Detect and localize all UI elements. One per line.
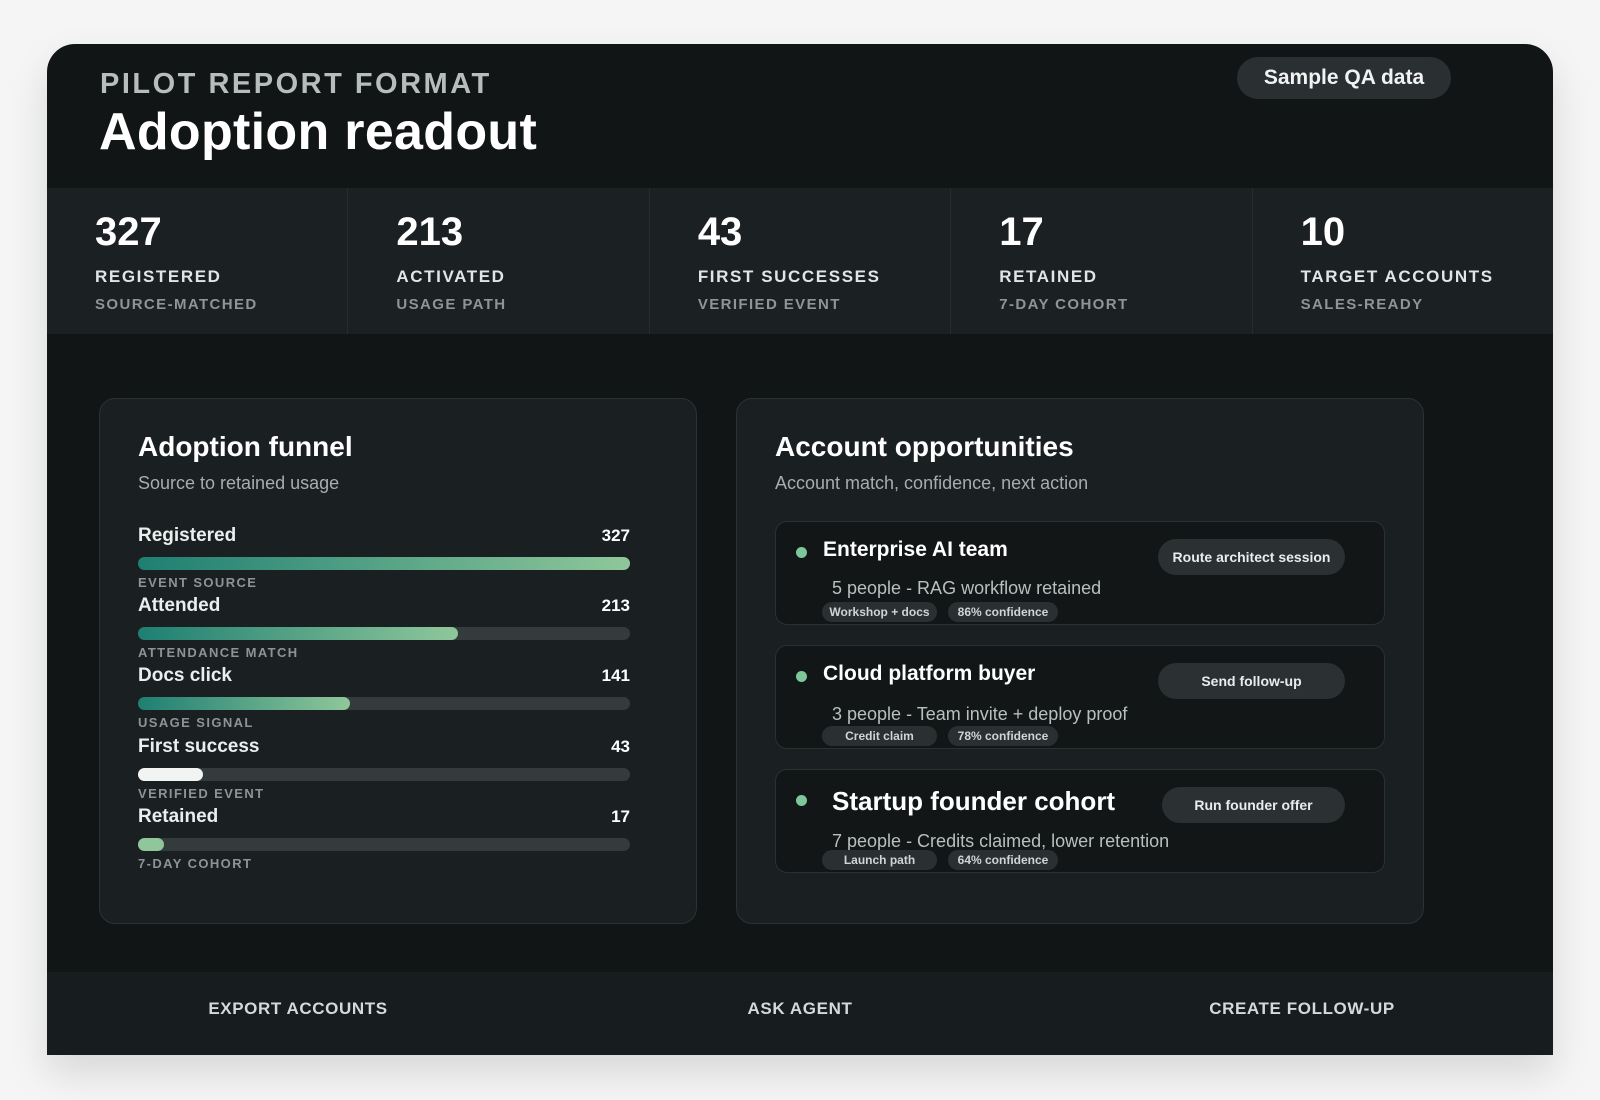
report-header: PILOT REPORT FORMAT Adoption readout Sam… (47, 44, 1553, 188)
stage-value: 17 (611, 807, 630, 826)
metric-sublabel: SOURCE-MATCHED (95, 296, 258, 313)
funnel-title: Adoption funnel (138, 431, 353, 462)
funnel-stage-docs-click: Docs click 141 USAGE SIGNAL (138, 665, 630, 730)
export-accounts-button[interactable]: EXPORT ACCOUNTS (208, 998, 388, 1018)
stage-note: VERIFIED EVENT (138, 786, 265, 801)
funnel-stage-attended: Attended 213 ATTENDANCE MATCH (138, 595, 630, 660)
metric-sublabel: USAGE PATH (396, 296, 507, 313)
stage-value: 327 (601, 526, 630, 545)
stage-name: Docs click (138, 665, 232, 686)
account-tag: Launch path (822, 850, 937, 870)
account-name: Cloud platform buyer (823, 662, 1036, 685)
stage-bar-fill (138, 627, 459, 640)
footer-action-bar: EXPORT ACCOUNTS ASK AGENT CREATE FOLLOW-… (47, 972, 1553, 1055)
stage-track (138, 768, 630, 781)
stage-note: ATTENDANCE MATCH (138, 645, 299, 660)
funnel-subtitle: Source to retained usage (138, 473, 340, 493)
account-description: 7 people - Credits claimed, lower retent… (832, 831, 1170, 851)
metric-first-successes: 43 FIRST SUCCESSES VERIFIED EVENT (650, 188, 952, 334)
stage-bar-fill (138, 838, 164, 851)
metric-label: REGISTERED (95, 267, 222, 286)
confidence-tag: 78% confidence (948, 726, 1058, 746)
ask-agent-button[interactable]: ASK AGENT (747, 998, 853, 1018)
account-description: 5 people - RAG workflow retained (832, 578, 1102, 598)
accounts-subtitle: Account match, confidence, next action (775, 473, 1089, 493)
metric-value: 10 (1300, 210, 1346, 254)
account-description: 3 people - Team invite + deploy proof (832, 704, 1128, 724)
stage-value: 141 (601, 666, 630, 685)
account-opportunities-card: Account opportunities Account match, con… (736, 398, 1424, 924)
stage-track (138, 697, 630, 710)
stage-value: 43 (611, 737, 630, 756)
accounts-title: Account opportunities (775, 431, 1074, 462)
metric-sublabel: VERIFIED EVENT (697, 296, 841, 313)
metrics-strip: 327 REGISTERED SOURCE-MATCHED 213 ACTIVA… (47, 188, 1553, 334)
account-name: Startup founder cohort (832, 786, 1116, 816)
metric-retained: 17 RETAINED 7-DAY COHORT (951, 188, 1253, 334)
metric-value: 327 (95, 210, 162, 254)
metric-label: FIRST SUCCESSES (697, 267, 881, 286)
stage-name: Retained (138, 806, 219, 827)
metric-value: 43 (697, 210, 743, 254)
metric-target-accounts: 10 TARGET ACCOUNTS SALES-READY (1253, 188, 1553, 334)
stage-note: USAGE SIGNAL (138, 715, 254, 730)
adoption-funnel-card: Adoption funnel Source to retained usage… (99, 398, 697, 924)
metric-label: TARGET ACCOUNTS (1300, 267, 1494, 286)
metric-registered: 327 REGISTERED SOURCE-MATCHED (47, 188, 349, 334)
metric-label: RETAINED (999, 267, 1098, 286)
create-follow-up-button[interactable]: CREATE FOLLOW-UP (1209, 998, 1395, 1018)
stage-name: Registered (138, 525, 237, 546)
funnel-stage-first-success: First success 43 VERIFIED EVENT (138, 736, 630, 801)
metric-sublabel: SALES-READY (1300, 296, 1424, 313)
stage-value: 213 (601, 596, 630, 615)
account-name: Enterprise AI team (823, 538, 1008, 561)
account-row-cloud-platform-buyer[interactable]: Cloud platform buyer 3 people - Team inv… (775, 645, 1385, 749)
stage-note: EVENT SOURCE (138, 575, 258, 590)
status-dot-icon (796, 795, 807, 806)
account-tag: Workshop + docs (822, 602, 937, 622)
run-founder-offer-button[interactable]: Run founder offer (1162, 787, 1345, 823)
metric-value: 17 (999, 210, 1044, 254)
stage-bar-fill (138, 697, 351, 710)
page-title: Adoption readout (99, 103, 538, 161)
funnel-stage-retained: Retained 17 7-DAY COHORT (138, 806, 630, 871)
sample-data-badge: Sample QA data (1237, 57, 1451, 99)
stage-track (138, 838, 630, 851)
metric-label: ACTIVATED (396, 267, 506, 286)
stage-name: First success (138, 736, 260, 757)
report-window: PILOT REPORT FORMAT Adoption readout Sam… (47, 44, 1553, 1055)
stage-bar-fill (138, 557, 630, 570)
confidence-tag: 64% confidence (948, 850, 1058, 870)
status-dot-icon (796, 547, 807, 558)
report-eyebrow: PILOT REPORT FORMAT (100, 68, 492, 100)
route-architect-session-button[interactable]: Route architect session (1158, 539, 1345, 575)
metric-activated: 213 ACTIVATED USAGE PATH (348, 188, 650, 334)
stage-name: Attended (138, 595, 221, 616)
stage-bar-fill (138, 768, 203, 781)
stage-note: 7-DAY COHORT (138, 856, 253, 871)
stage-track (138, 627, 630, 640)
account-tag: Credit claim (822, 726, 937, 746)
account-row-enterprise-ai-team[interactable]: Enterprise AI team 5 people - RAG workfl… (775, 521, 1385, 625)
metric-sublabel: 7-DAY COHORT (999, 296, 1129, 313)
send-follow-up-button[interactable]: Send follow-up (1158, 663, 1345, 699)
confidence-tag: 86% confidence (948, 602, 1058, 622)
funnel-stage-registered: Registered 327 EVENT SOURCE (138, 525, 630, 590)
account-row-startup-founder-cohort[interactable]: Startup founder cohort 7 people - Credit… (775, 769, 1385, 873)
stage-track (138, 557, 630, 570)
metric-value: 213 (396, 210, 464, 254)
status-dot-icon (796, 671, 807, 682)
